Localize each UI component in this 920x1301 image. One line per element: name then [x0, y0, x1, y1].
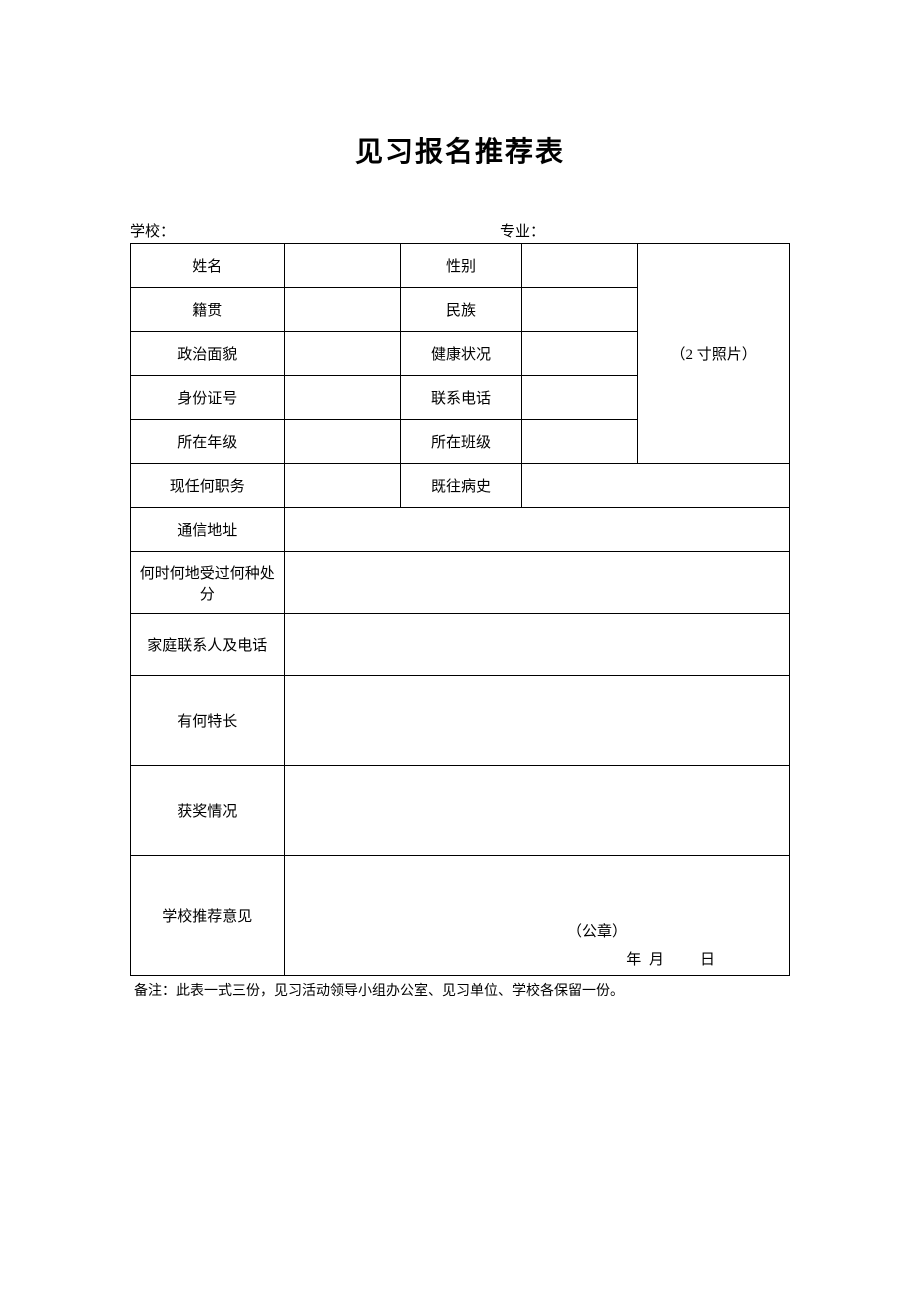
footnote: 备注：此表一式三份，见习活动领导小组办公室、见习单位、学校各保留一份。 — [130, 980, 790, 1000]
value-specialty — [284, 676, 789, 766]
label-punishment: 何时何地受过何种处分 — [131, 552, 285, 614]
label-idnum: 身份证号 — [131, 376, 285, 420]
value-medical — [522, 464, 790, 508]
value-family — [284, 614, 789, 676]
form-title: 见习报名推荐表 — [130, 130, 790, 170]
value-name — [284, 244, 400, 288]
label-political: 政治面貌 — [131, 332, 285, 376]
label-phone: 联系电话 — [400, 376, 521, 420]
value-address — [284, 508, 789, 552]
value-phone — [522, 376, 638, 420]
value-grade — [284, 420, 400, 464]
label-medical: 既往病史 — [400, 464, 521, 508]
value-class — [522, 420, 638, 464]
value-punishment — [284, 552, 789, 614]
label-grade: 所在年级 — [131, 420, 285, 464]
value-political — [284, 332, 400, 376]
date-text: 年 月 日 — [626, 948, 717, 969]
label-class: 所在班级 — [400, 420, 521, 464]
seal-text: （公章） — [567, 920, 627, 941]
label-family: 家庭联系人及电话 — [131, 614, 285, 676]
value-ethnicity — [522, 288, 638, 332]
label-address: 通信地址 — [131, 508, 285, 552]
major-label: 专业： — [500, 220, 790, 241]
value-origin — [284, 288, 400, 332]
value-recommend: （公章） 年 月 日 — [284, 856, 789, 976]
label-origin: 籍贯 — [131, 288, 285, 332]
school-label: 学校： — [130, 220, 500, 241]
document-page: 见习报名推荐表 学校： 专业： 姓名 性别 （2 寸照片） 籍贯 民族 政治面貌 — [0, 0, 920, 1000]
label-recommend: 学校推荐意见 — [131, 856, 285, 976]
value-position — [284, 464, 400, 508]
header-row: 学校： 专业： — [130, 220, 790, 241]
label-gender: 性别 — [400, 244, 521, 288]
value-idnum — [284, 376, 400, 420]
label-awards: 获奖情况 — [131, 766, 285, 856]
label-position: 现任何职务 — [131, 464, 285, 508]
value-awards — [284, 766, 789, 856]
value-health — [522, 332, 638, 376]
photo-placeholder: （2 寸照片） — [638, 244, 790, 464]
label-name: 姓名 — [131, 244, 285, 288]
label-ethnicity: 民族 — [400, 288, 521, 332]
label-health: 健康状况 — [400, 332, 521, 376]
label-specialty: 有何特长 — [131, 676, 285, 766]
value-gender — [522, 244, 638, 288]
application-table: 姓名 性别 （2 寸照片） 籍贯 民族 政治面貌 健康状况 身份证号 联系电话 … — [130, 243, 790, 976]
